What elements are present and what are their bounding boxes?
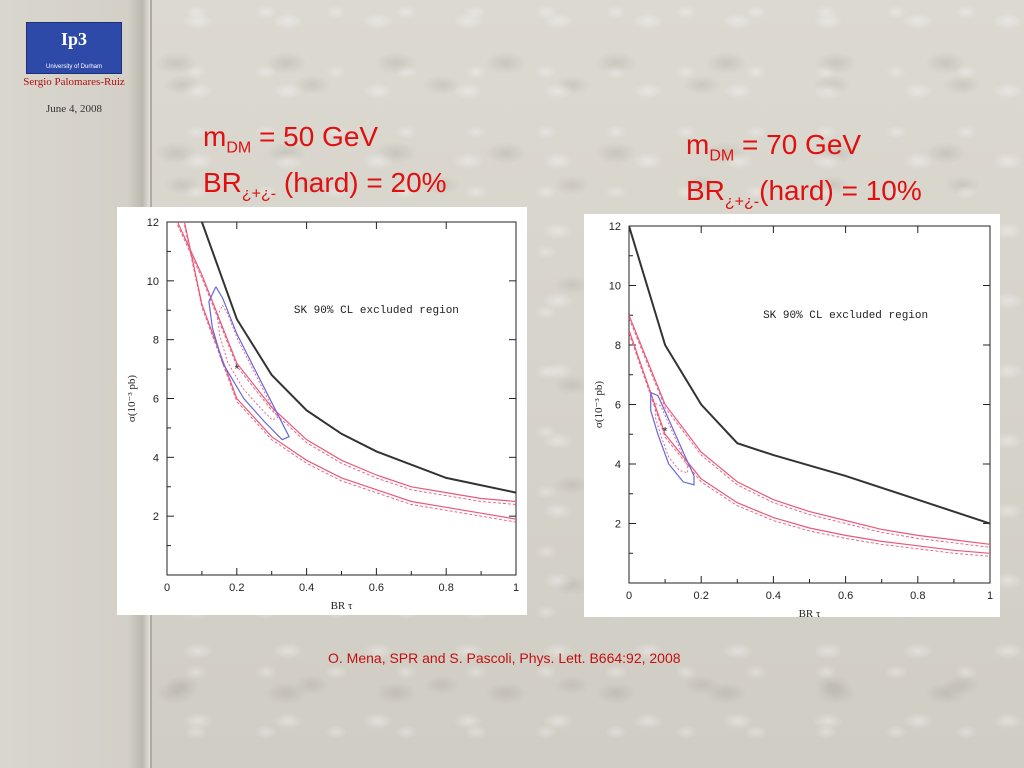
y-tick-label: 4 xyxy=(153,452,159,464)
x-tick-label: 1 xyxy=(987,590,993,602)
y-tick-label: 12 xyxy=(147,217,159,229)
band-upper-line-dotted xyxy=(177,224,516,505)
right-chart-panel: 0 0.2 0.4 0.6 0.8 1 2 4 6 8 10 12 BR τ σ(10⁻³ pb) SK 9… xyxy=(584,214,1000,617)
y-axis-label: σ(10⁻³ pb) xyxy=(126,375,138,422)
excluded-region-annotation: SK 90% CL excluded region xyxy=(294,305,459,317)
x-tick-label: 0.6 xyxy=(838,590,853,602)
y-tick-label: 6 xyxy=(615,400,621,412)
plot-frame xyxy=(166,221,517,576)
right-title-line1: mDM = 70 GeV xyxy=(686,129,862,165)
x-tick-label: 1 xyxy=(513,582,519,594)
y-tick-label: 8 xyxy=(615,340,621,352)
plot-frame xyxy=(628,225,991,584)
left-plot-title: mDM = 50 GeV BR¿+¿- (hard) = 20% xyxy=(203,120,447,211)
band-upper-line xyxy=(629,315,990,545)
x-axis-label: BR τ xyxy=(799,608,821,617)
left-title-line1: mDM = 50 GeV xyxy=(203,121,379,157)
right-plot-title: mDM = 70 GeV BR¿+¿-(hard) = 10% xyxy=(686,128,922,219)
left-title-line2: BR¿+¿- (hard) = 20% xyxy=(203,166,447,203)
y-tick-label: 8 xyxy=(153,335,159,347)
x-tick-label: 0.4 xyxy=(766,590,781,602)
y-tick-label: 2 xyxy=(153,511,159,523)
author-name: Sergio Palomares-Ruiz xyxy=(23,76,125,88)
x-tick-label: 0.8 xyxy=(910,590,925,602)
excluded-region-annotation: SK 90% CL excluded region xyxy=(763,310,928,322)
presentation-date: June 4, 2008 xyxy=(46,103,102,115)
x-tick-label: 0 xyxy=(626,590,632,602)
allowed-contour-inner xyxy=(654,403,689,474)
y-tick-label: 2 xyxy=(615,519,621,531)
band-upper-line xyxy=(176,222,516,503)
x-tick-label: 0.4 xyxy=(299,582,314,594)
excluded-boundary-line xyxy=(629,226,990,525)
band-upper-line-dotted xyxy=(629,318,990,548)
x-tick-label: 0 xyxy=(164,582,170,594)
y-tick-label: 12 xyxy=(609,221,621,233)
right-title-line2: BR¿+¿-(hard) = 10% xyxy=(686,174,922,211)
logo-text: Ip3 xyxy=(60,29,87,49)
band-lower-line-dotted xyxy=(629,332,990,557)
allowed-contour-line xyxy=(208,286,290,441)
ip3-logo: Ip3 University of Durham xyxy=(26,22,122,74)
x-tick-label: 0.8 xyxy=(439,582,454,594)
y-tick-label: 10 xyxy=(609,281,621,293)
y-tick-label: 10 xyxy=(147,276,159,288)
x-tick-label: 0.2 xyxy=(229,582,244,594)
y-tick-label: 6 xyxy=(153,394,159,406)
best-fit-marker: * xyxy=(663,424,668,438)
allowed-contour-line xyxy=(650,392,695,486)
x-tick-label: 0.2 xyxy=(694,590,709,602)
y-axis-label: σ(10⁻³ pb) xyxy=(593,381,605,428)
x-tick-label: 0.6 xyxy=(369,582,384,594)
left-chart-panel: 0 0.2 0.4 0.6 0.8 1 2 4 6 8 10 12 BR τ σ(10⁻³ pb) SK 9… xyxy=(117,207,527,615)
x-axis-label: BR τ xyxy=(331,600,353,612)
band-lower-line xyxy=(629,329,990,554)
best-fit-marker: * xyxy=(234,362,239,376)
citation: O. Mena, SPR and S. Pascoli, Phys. Lett.… xyxy=(328,650,681,666)
band-lower-line-dotted xyxy=(184,224,516,523)
logo-subtext: University of Durham xyxy=(45,64,102,70)
excluded-boundary-line xyxy=(200,222,516,494)
y-tick-label: 4 xyxy=(615,459,621,471)
